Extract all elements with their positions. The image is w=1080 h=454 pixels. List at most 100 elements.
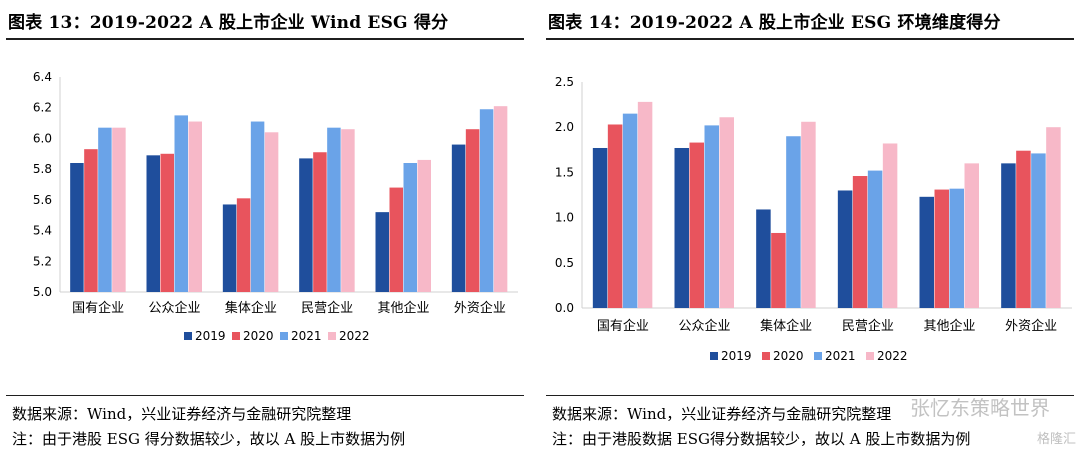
bar-2021-4	[403, 163, 417, 292]
x-category-label: 外资企业	[1005, 318, 1057, 334]
bar-2021-0	[622, 113, 638, 308]
x-category-label: 其他企业	[377, 300, 429, 316]
legend-label-2019: 2019	[721, 349, 752, 363]
y-tick-label: 2.5	[555, 75, 574, 89]
bar-2022-2	[264, 132, 279, 292]
legend-label-2021: 2021	[291, 329, 322, 343]
bar-2020-2	[771, 232, 786, 308]
bar-2022-1	[188, 121, 202, 293]
bar-2021-4	[949, 188, 964, 308]
legend-label-2019: 2019	[195, 329, 226, 343]
x-category-label: 民营企业	[842, 318, 894, 334]
right-figure-panel: 图表 14：2019-2022 A 股上市企业 ESG 环境维度得分 0.0 0.…	[540, 0, 1080, 454]
x-category-label: 集体企业	[225, 300, 277, 316]
x-category-label: 民营企业	[301, 300, 353, 316]
bar-2020-5	[1016, 150, 1031, 308]
left-figure-title: 图表 13：2019-2022 A 股上市企业 Wind ESG 得分	[8, 13, 449, 33]
chart-1-legend: 2019 2020 2021 2022	[710, 349, 908, 363]
bar-2021-2	[786, 136, 801, 308]
legend-label-2020: 2020	[243, 329, 274, 343]
right-source-note: 数据来源：Wind，兴业证券经济与金融研究院整理	[552, 405, 892, 423]
x-category-label: 国有企业	[72, 300, 124, 316]
bar-2022-2	[801, 121, 816, 308]
bar-2020-3	[852, 176, 868, 308]
left-figure-panel: 图表 13：2019-2022 A 股上市企业 Wind ESG 得分 5.0 5…	[0, 0, 530, 454]
y-tick-label: 6.2	[33, 101, 52, 115]
y-tick-label: 1.5	[555, 165, 574, 179]
bar-2022-3	[882, 143, 898, 308]
legend-swatch-2022	[866, 352, 874, 360]
left-footnote: 注：由于港股 ESG 得分数据较少，故以 A 股上市数据为例	[12, 430, 406, 448]
bar-2019-5	[1001, 163, 1016, 308]
bar-2021-3	[327, 127, 341, 292]
right-title-rule	[546, 38, 1074, 40]
bar-2019-2	[756, 209, 771, 308]
bar-2019-4	[375, 212, 389, 292]
right-footnote: 注：由于港股数据 ESG得分数据较少，故以 A 股上市数据为例	[552, 430, 971, 448]
y-tick-label: 5.8	[33, 162, 52, 176]
right-figure-title: 图表 14：2019-2022 A 股上市企业 ESG 环境维度得分	[548, 13, 1001, 33]
left-source-note: 数据来源：Wind，兴业证券经济与金融研究院整理	[12, 405, 352, 423]
y-tick-label: 5.4	[33, 224, 52, 238]
bar-2020-0	[607, 124, 623, 308]
bar-2021-0	[98, 127, 112, 292]
bar-2020-4	[389, 187, 403, 292]
bar-2019-3	[837, 190, 853, 308]
bar-2022-0	[112, 127, 126, 292]
legend-swatch-2021	[280, 332, 288, 340]
chart-0-legend: 2019 2020 2021 2022	[184, 329, 370, 343]
watermark-source: 格隆汇	[1036, 432, 1076, 447]
x-category-label: 外资企业	[454, 300, 506, 316]
legend-label-2021: 2021	[825, 349, 856, 363]
y-tick-label: 0.5	[555, 256, 574, 270]
y-tick-label: 5.6	[33, 193, 52, 207]
right-bar-chart: 0.0 0.5 1.0 1.5 2.0 2.5 国有企业 公众企业 集体企业 民营企业 其他企业 外资…	[555, 75, 1072, 363]
right-bottom-rule	[546, 395, 1074, 396]
x-category-label: 国有企业	[597, 318, 649, 334]
bar-2022-5	[493, 106, 508, 292]
bar-2019-1	[146, 155, 160, 292]
bar-2022-5	[1046, 127, 1061, 308]
left-title-rule	[6, 38, 524, 40]
bar-2019-0	[70, 163, 84, 292]
y-tick-label: 5.2	[33, 254, 52, 268]
legend-swatch-2022	[328, 332, 336, 340]
x-category-label: 集体企业	[760, 318, 812, 334]
bar-2022-1	[719, 117, 734, 308]
chart-0-plot: 5.0 5.2 5.4 5.6 5.8 6.0 6.2 6.4 国有企业 公众企业 集体企业 民营企业…	[33, 70, 518, 343]
legend-swatch-2021	[814, 352, 822, 360]
bar-2020-1	[160, 153, 174, 292]
y-tick-label: 6.0	[33, 131, 52, 145]
x-category-label: 公众企业	[148, 300, 200, 316]
bar-2020-1	[689, 142, 704, 308]
legend-swatch-2020	[232, 332, 240, 340]
y-tick-label: 6.4	[33, 70, 52, 84]
bar-2020-5	[465, 129, 480, 292]
bar-2021-2	[250, 121, 265, 293]
chart-1-plot: 0.0 0.5 1.0 1.5 2.0 2.5 国有企业 公众企业 集体企业 民营企业 其他企业 外资…	[555, 75, 1072, 363]
left-bottom-rule	[6, 395, 524, 396]
bar-2019-2	[222, 204, 237, 292]
y-tick-label: 5.0	[33, 285, 52, 299]
bar-2022-4	[964, 163, 979, 308]
bar-2022-4	[417, 159, 431, 292]
legend-swatch-2019	[710, 352, 718, 360]
x-category-label: 公众企业	[678, 318, 730, 334]
bar-2019-4	[919, 196, 934, 308]
y-tick-label: 2.0	[555, 120, 574, 134]
bar-2021-3	[867, 170, 883, 308]
bar-2021-1	[174, 115, 188, 293]
bar-2019-0	[592, 147, 608, 308]
bar-2021-1	[704, 125, 719, 308]
bar-2022-0	[637, 101, 653, 308]
bar-2022-3	[341, 129, 355, 292]
bar-2021-5	[1031, 153, 1046, 308]
left-bar-chart: 5.0 5.2 5.4 5.6 5.8 6.0 6.2 6.4 国有企业 公众企业 集体企业 民营企业…	[33, 70, 518, 343]
legend-swatch-2020	[762, 352, 770, 360]
legend-label-2022: 2022	[877, 349, 908, 363]
y-tick-label: 0.0	[555, 301, 574, 315]
legend-label-2022: 2022	[339, 329, 370, 343]
y-tick-label: 1.0	[555, 211, 574, 225]
bar-2020-4	[934, 189, 949, 308]
legend-label-2020: 2020	[773, 349, 804, 363]
